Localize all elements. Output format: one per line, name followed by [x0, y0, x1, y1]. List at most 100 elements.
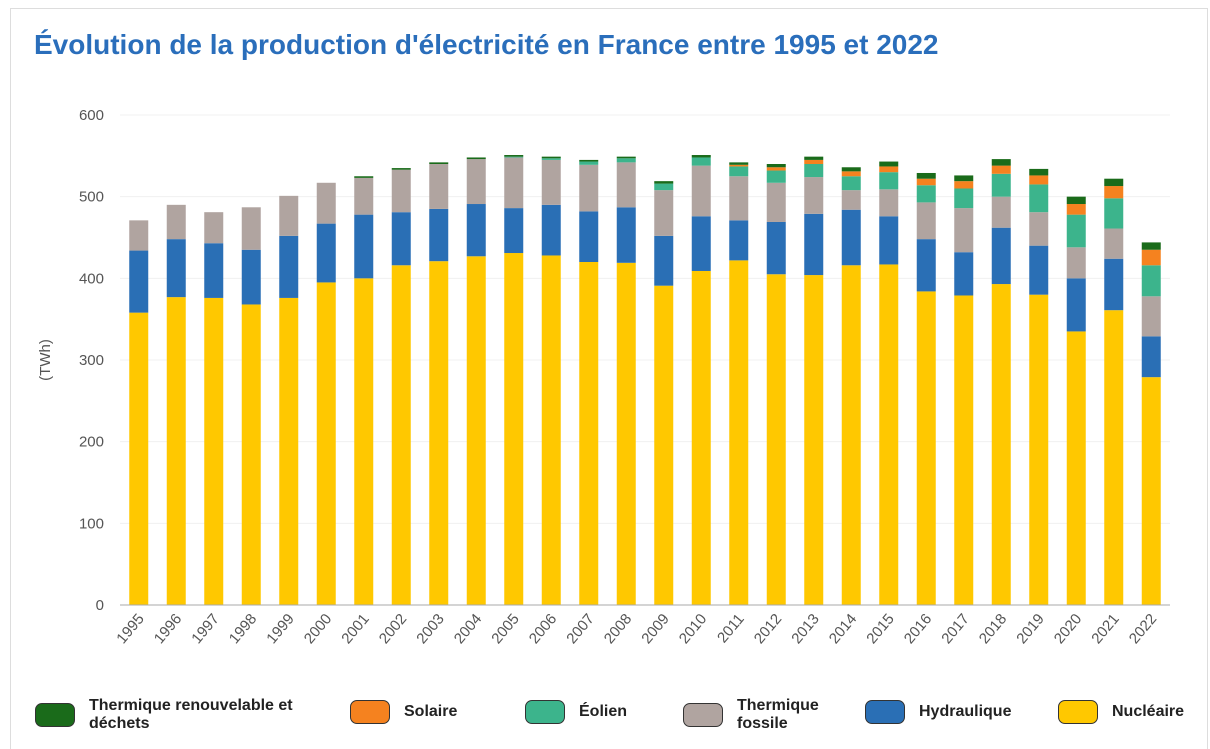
- bar-segment: [354, 177, 374, 215]
- y-tick-label: 500: [79, 189, 104, 206]
- bar-segment: [1141, 249, 1161, 266]
- bar-segment: [129, 220, 149, 251]
- x-tick-label: 2006: [526, 611, 560, 647]
- bar-segment: [1104, 198, 1124, 229]
- bar-segment: [766, 274, 786, 605]
- bar-segment: [541, 255, 561, 605]
- legend-item: Solaire: [350, 700, 457, 724]
- bar-segment: [579, 159, 599, 162]
- bar-segment: [1141, 377, 1161, 605]
- bar-segment: [691, 165, 711, 217]
- bar-segment: [391, 212, 411, 266]
- legend-label: Thermique fossile: [737, 697, 819, 732]
- x-tick-label: 2020: [1051, 611, 1085, 647]
- legend-swatch: [865, 700, 905, 724]
- bar-segment: [991, 196, 1011, 228]
- bar-segment: [579, 211, 599, 262]
- bar-segment: [729, 166, 749, 177]
- legend-swatch: [525, 700, 565, 724]
- legend-item: Thermique renouvelable et déchets: [35, 697, 315, 733]
- bar-segment: [504, 155, 524, 157]
- x-tick-label: 2000: [301, 611, 335, 647]
- bar-segment: [504, 157, 524, 209]
- bar-segment: [616, 158, 636, 163]
- bar-segment: [1066, 247, 1086, 279]
- legend-label: Nucléaire: [1112, 703, 1185, 720]
- bar-segment: [166, 239, 186, 298]
- bar-segment: [1029, 212, 1049, 246]
- bar-segment: [129, 312, 149, 605]
- x-tick-label: 1997: [188, 611, 222, 647]
- x-tick-label: 2011: [714, 611, 748, 647]
- x-tick-label: 2022: [1126, 611, 1160, 647]
- bar-segment: [654, 181, 674, 184]
- bar-segment: [466, 157, 486, 160]
- bar-segment: [691, 270, 711, 605]
- bar-segment: [279, 235, 299, 298]
- bar-segment: [204, 297, 224, 605]
- bar-segment: [1104, 310, 1124, 605]
- x-tick-label: 1999: [263, 611, 297, 647]
- bar-segment: [429, 261, 449, 605]
- bar-segment: [766, 221, 786, 275]
- bar-segment: [616, 262, 636, 605]
- bar-segment: [466, 159, 486, 205]
- bar-segment: [579, 262, 599, 605]
- bar-segment: [654, 183, 674, 191]
- y-tick-label: 300: [79, 352, 104, 369]
- bar-segment: [954, 188, 974, 209]
- bar-segment: [991, 173, 1011, 197]
- bar-segment: [1066, 204, 1086, 215]
- x-tick-label: 2013: [788, 611, 822, 647]
- chart-title: Évolution de la production d'électricité…: [34, 29, 939, 60]
- bar-segment: [1141, 296, 1161, 337]
- bar-segment: [279, 195, 299, 236]
- bar-segment: [991, 284, 1011, 605]
- bar-segment: [654, 190, 674, 236]
- bar-segment: [766, 164, 786, 168]
- bar-segment: [804, 177, 824, 214]
- bar-segment: [616, 207, 636, 263]
- bar-segment: [204, 212, 224, 244]
- bar-segment: [1066, 331, 1086, 605]
- x-tick-label: 2016: [901, 611, 935, 647]
- bar-segment: [504, 208, 524, 254]
- bar-segment: [504, 156, 524, 158]
- bar-segment: [691, 157, 711, 166]
- bar-segment: [1141, 242, 1161, 250]
- bar-segment: [504, 253, 524, 605]
- legend-swatch: [683, 703, 723, 727]
- bar-segment: [729, 164, 749, 167]
- bar-segment: [954, 181, 974, 189]
- bar-segment: [916, 202, 936, 240]
- y-tick-label: 200: [79, 434, 104, 451]
- bar-segment: [541, 156, 561, 159]
- bar-segment: [729, 260, 749, 605]
- bar-segment: [579, 161, 599, 165]
- x-tick-label: 2003: [413, 611, 447, 647]
- bar-segment: [879, 166, 899, 173]
- bar-segment: [804, 213, 824, 276]
- bar-segment: [916, 239, 936, 292]
- x-tick-label: 2010: [676, 611, 710, 647]
- bar-segment: [841, 190, 861, 210]
- bar-segment: [429, 162, 449, 164]
- bar-segment: [729, 176, 749, 221]
- legend-swatch: [1058, 700, 1098, 724]
- bar-segment: [316, 282, 336, 605]
- legend-label: Éolien: [579, 703, 628, 720]
- x-tick-label: 1995: [113, 611, 147, 647]
- x-tick-label: 2005: [488, 611, 522, 647]
- bar-segment: [541, 158, 561, 160]
- bar-segment: [241, 207, 261, 250]
- bar-segment: [916, 291, 936, 605]
- bar-segment: [954, 252, 974, 296]
- legend-label: Thermique renouvelable et déchets: [89, 697, 293, 732]
- bar-segment: [1141, 336, 1161, 378]
- bar-segment: [316, 182, 336, 224]
- bar-segment: [729, 162, 749, 165]
- bar-segment: [954, 295, 974, 605]
- bar-segment: [429, 208, 449, 262]
- legend-item: Nucléaire: [1058, 700, 1184, 724]
